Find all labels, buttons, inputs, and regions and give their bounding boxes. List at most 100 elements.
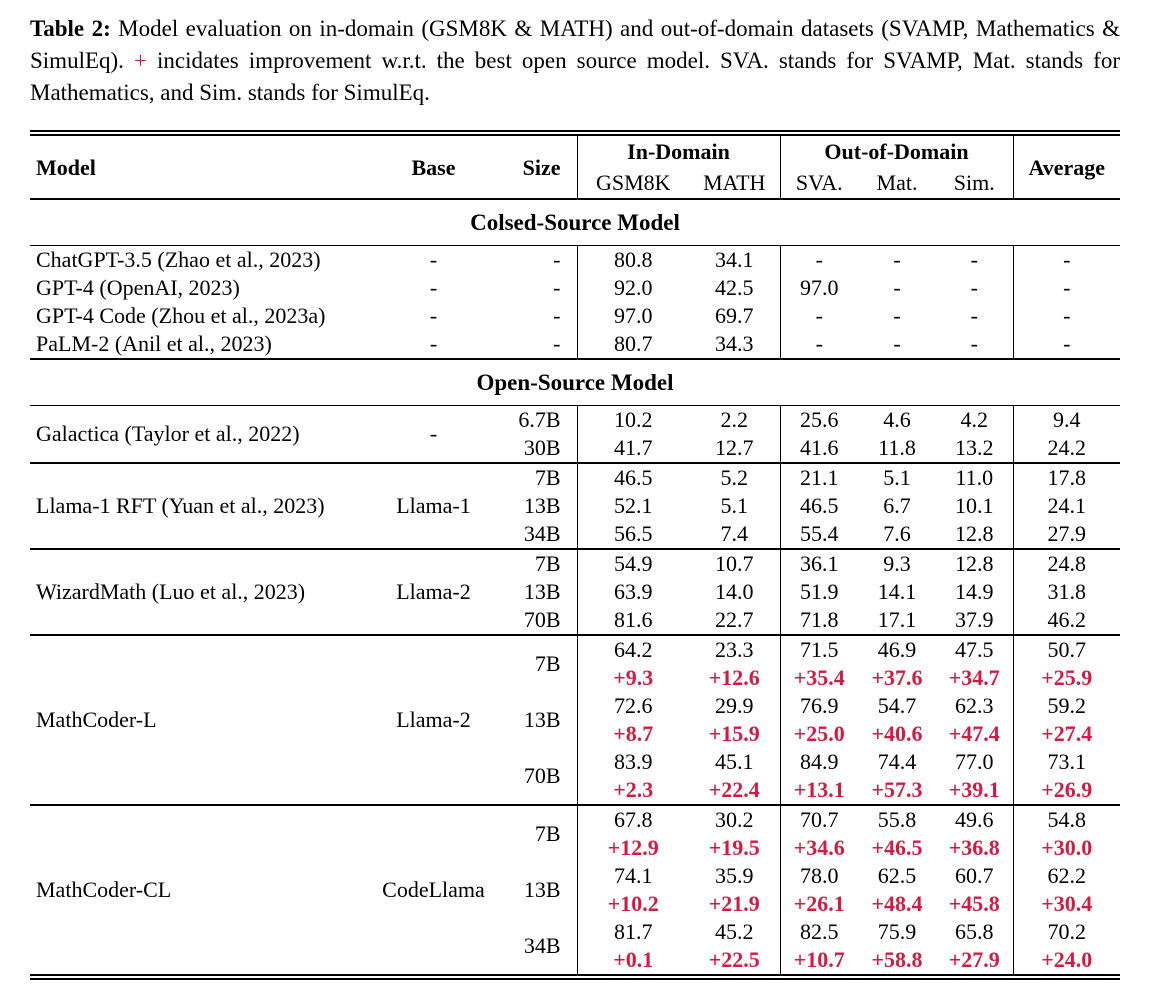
metric-cell: 76.9 <box>800 693 839 718</box>
header-metric-row: GSM8K MATH SVA. Mat. Sim. <box>30 167 1120 199</box>
metric-cell: 23.3 <box>689 634 781 664</box>
metric-cell: 55.8 <box>858 804 936 834</box>
table-row: MathCoder-L Llama-2 7B 64.2 23.3 71.5 46.9 47.5… <box>30 634 1120 805</box>
metric-cell: 46.2 <box>1047 607 1087 632</box>
table-row: 70B 83.9 45.1 84.9 74.4 77.0 73.1 <box>30 748 1120 805</box>
caption-plus-mark: + <box>133 48 147 73</box>
model-cell: GPT-4 Code (Zhou et al., 2023a) <box>36 303 326 328</box>
metric-cell: 34.3 <box>689 330 781 359</box>
metric-cell: 46.5 <box>577 462 689 492</box>
metric-cell: 62.3 <box>936 692 1014 720</box>
metric-cell: 46.9 <box>858 634 936 664</box>
table-row: GPT-4 (OpenAI, 2023) - - 92.0 42.5 97.0 - - - <box>30 274 1120 302</box>
improvement-row: +0.1 +22.5 +10.7 +58.8 +27.9 +24.0 <box>30 946 1120 977</box>
metric-cell: 37.9 <box>936 606 1014 635</box>
col-group-out-of-domain: Out-of-Domain <box>780 133 1014 167</box>
table-caption: Table 2: Model evaluation on in-domain (… <box>30 13 1120 109</box>
metric-cell: 84.9 <box>800 749 839 774</box>
col-header-base: Base <box>411 154 456 180</box>
metric-cell: 41.6 <box>800 435 839 460</box>
caption-text-before-plus: Model evaluation on in-domain (GSM8K & M… <box>30 16 1120 73</box>
improvement-cell: +8.7 <box>613 721 654 746</box>
metric-cell: - <box>815 247 823 272</box>
metric-cell: - <box>893 247 901 272</box>
metric-cell: 10.1 <box>936 492 1014 520</box>
metric-cell: 49.6 <box>936 804 1014 834</box>
metric-cell: 70.7 <box>780 804 858 834</box>
improvement-cell: +25.0 <box>793 721 845 746</box>
col-header-size: Size <box>497 133 578 199</box>
base-cell: - <box>429 275 438 300</box>
metric-cell: 41.7 <box>614 435 653 460</box>
metric-cell: 71.8 <box>800 607 839 632</box>
metric-cell: 55.4 <box>800 521 839 546</box>
base-cell: Llama-2 <box>370 548 497 635</box>
metric-cell: 46.5 <box>800 493 839 518</box>
size-cell: 13B <box>497 862 578 918</box>
metric-cell: 52.1 <box>614 493 653 518</box>
section-title-row: Colsed-Source Model <box>30 198 1120 246</box>
improvement-cell: +27.9 <box>936 946 1014 977</box>
table-row: 30B 41.7 12.7 41.6 11.8 13.2 24.2 <box>30 434 1120 463</box>
base-cell: - <box>429 247 438 272</box>
improvement-cell: +25.9 <box>1041 665 1093 690</box>
metric-cell: 17.1 <box>877 607 917 632</box>
table-row: 13B 52.1 5.1 46.5 6.7 10.1 24.1 <box>30 492 1120 520</box>
improvement-row: +2.3 +22.4 +13.1 +57.3 +39.1 +26.9 <box>30 776 1120 805</box>
metric-cell: 54.7 <box>877 693 917 718</box>
table-header: Model Base Size In-Domain Out-of-Domain … <box>30 133 1120 199</box>
metric-cell: 24.8 <box>1013 548 1120 578</box>
metric-cell: 92.0 <box>614 275 653 300</box>
size-cell: 70B <box>497 606 578 635</box>
metric-cell: - <box>936 302 1014 330</box>
improvement-cell: +0.1 <box>613 947 654 972</box>
improvement-row: +8.7 +15.9 +25.0 +40.6 +47.4 +27.4 <box>30 720 1120 748</box>
metric-cell: 2.2 <box>689 405 781 434</box>
metric-cell: - <box>936 274 1014 302</box>
improvement-cell: +58.8 <box>871 947 923 972</box>
metric-cell: 29.9 <box>689 692 781 720</box>
metric-cell: 13.2 <box>936 434 1014 463</box>
size-cell: 34B <box>497 918 578 977</box>
header-group-row: Model Base Size In-Domain Out-of-Domain … <box>30 133 1120 199</box>
size-cell: 7B <box>497 634 578 692</box>
size-cell: 6.7B <box>497 405 578 434</box>
improvement-cell: +9.3 <box>613 665 654 690</box>
metric-cell: 47.5 <box>936 634 1014 664</box>
metric-cell: 82.5 <box>800 919 839 944</box>
size-cell: 7B <box>497 548 578 578</box>
model-cell: Llama-1 RFT (Yuan et al., 2023) <box>30 462 370 549</box>
metric-cell: - <box>893 275 901 300</box>
metric-cell: 69.7 <box>689 302 781 330</box>
model-cell: ChatGPT-3.5 (Zhao et al., 2023) <box>36 247 321 272</box>
metric-cell: 65.8 <box>936 918 1014 946</box>
model-cell: MathCoder-CL <box>30 804 370 977</box>
improvement-cell: +22.5 <box>689 946 781 977</box>
table-row: 13B 72.6 29.9 76.9 54.7 62.3 59.2 <box>30 692 1120 748</box>
caption-label: Table 2: <box>30 16 111 41</box>
improvement-cell: +10.7 <box>793 947 845 972</box>
metric-cell: 5.2 <box>689 462 781 492</box>
size-cell: - <box>497 274 578 302</box>
metric-cell: 10.7 <box>689 548 781 578</box>
metric-cell: - <box>815 303 823 328</box>
table-row: ChatGPT-3.5 (Zhao et al., 2023) - - 80.8 34.… <box>30 245 1120 274</box>
metric-cell: 80.7 <box>614 331 653 356</box>
metric-cell: 4.2 <box>936 405 1014 434</box>
improvement-row: +10.2 +21.9 +26.1 +48.4 +45.8 +30.4 <box>30 890 1120 918</box>
table-row: 13B 74.1 35.9 78.0 62.5 60.7 62.2 <box>30 862 1120 918</box>
metric-cell: 74.4 <box>877 749 917 774</box>
metric-cell: 80.8 <box>614 247 653 272</box>
metric-cell: 11.8 <box>878 435 916 460</box>
col-header-gsm8k: GSM8K <box>595 170 671 195</box>
base-cell: Llama-2 <box>370 634 497 805</box>
model-cell: PaLM-2 (Anil et al., 2023) <box>36 331 272 356</box>
size-cell: - <box>497 302 578 330</box>
metric-cell: 77.0 <box>936 748 1014 776</box>
base-cell: - <box>429 303 438 328</box>
metric-cell: 7.4 <box>689 520 781 549</box>
improvement-cell: +35.4 <box>793 665 845 690</box>
results-table: Model Base Size In-Domain Out-of-Domain … <box>30 130 1120 980</box>
metric-cell: 45.2 <box>689 918 781 946</box>
metric-cell: 73.1 <box>1047 749 1087 774</box>
